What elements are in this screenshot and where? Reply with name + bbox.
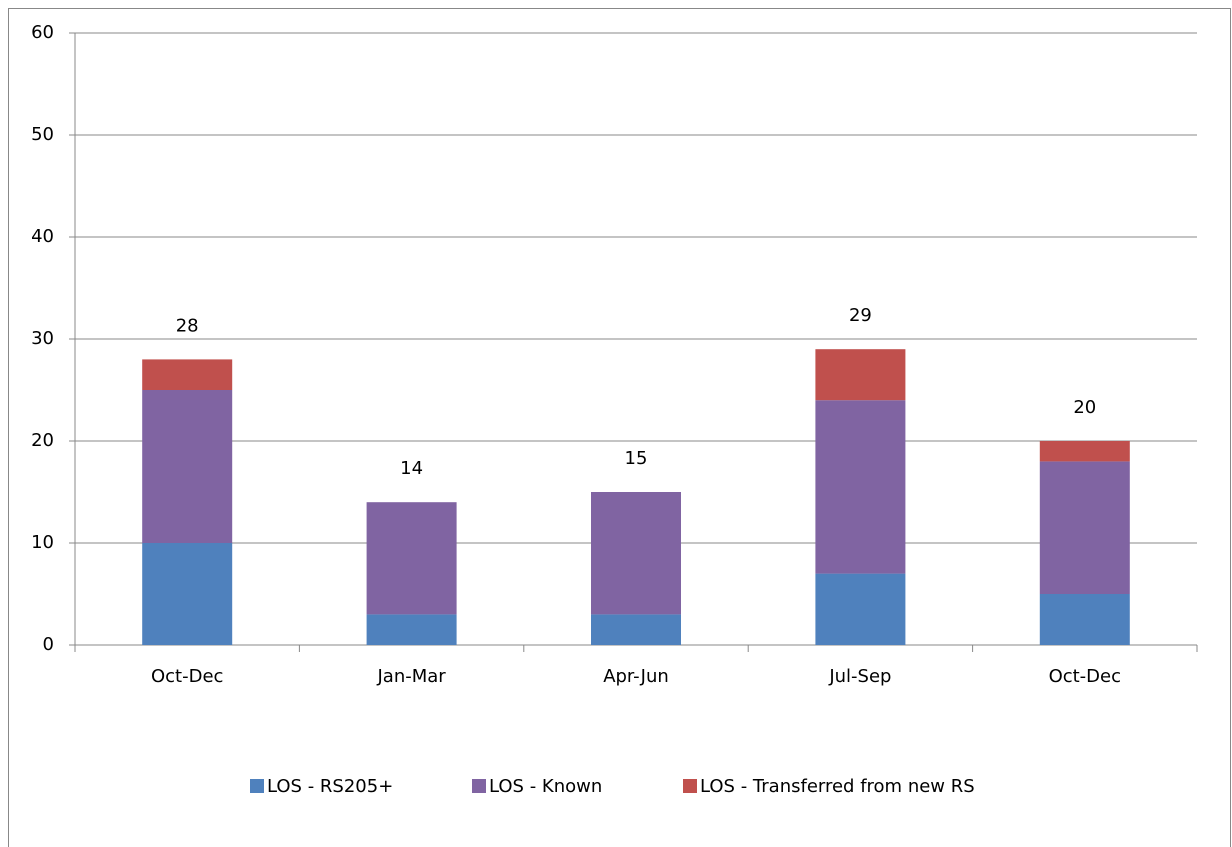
bar-segment [1039, 441, 1130, 462]
bar-segment [815, 400, 906, 574]
y-tick-label: 40 [31, 226, 54, 247]
total-label: 14 [400, 458, 423, 479]
bar-segment [591, 614, 681, 645]
bar-segment [142, 543, 233, 645]
total-label: 15 [625, 448, 648, 469]
bar-segment [366, 614, 457, 645]
legend-swatch [472, 779, 486, 793]
x-tick-label: Apr-Jun [603, 666, 669, 687]
total-label: 29 [849, 305, 872, 326]
bar-segment [1039, 461, 1130, 594]
x-tick-label: Jan-Mar [376, 666, 446, 687]
y-tick-label: 30 [31, 328, 54, 349]
y-tick-label: 20 [31, 430, 54, 451]
y-tick-label: 0 [43, 634, 54, 655]
y-tick-label: 60 [31, 22, 54, 43]
x-tick-label: Oct-Dec [1049, 666, 1121, 687]
bar-segment [815, 573, 906, 645]
legend-swatch [683, 779, 697, 793]
y-tick-label: 50 [31, 124, 54, 145]
bar-segment [1039, 594, 1130, 645]
bar-segment [591, 492, 681, 615]
legend-label: LOS - Transferred from new RS [700, 776, 975, 797]
total-label: 28 [176, 315, 199, 336]
legend-label: LOS - Known [489, 776, 602, 797]
y-tick-label: 10 [31, 532, 54, 553]
legend-swatch [250, 779, 264, 793]
legend-label: LOS - RS205+ [267, 776, 393, 797]
x-tick-label: Oct-Dec [151, 666, 223, 687]
bar-segment [142, 390, 233, 543]
bar-segment [815, 349, 906, 401]
x-tick-label: Jul-Sep [828, 666, 891, 687]
bar-segment [142, 359, 233, 390]
bar-segment [366, 502, 457, 615]
total-label: 20 [1073, 397, 1096, 418]
